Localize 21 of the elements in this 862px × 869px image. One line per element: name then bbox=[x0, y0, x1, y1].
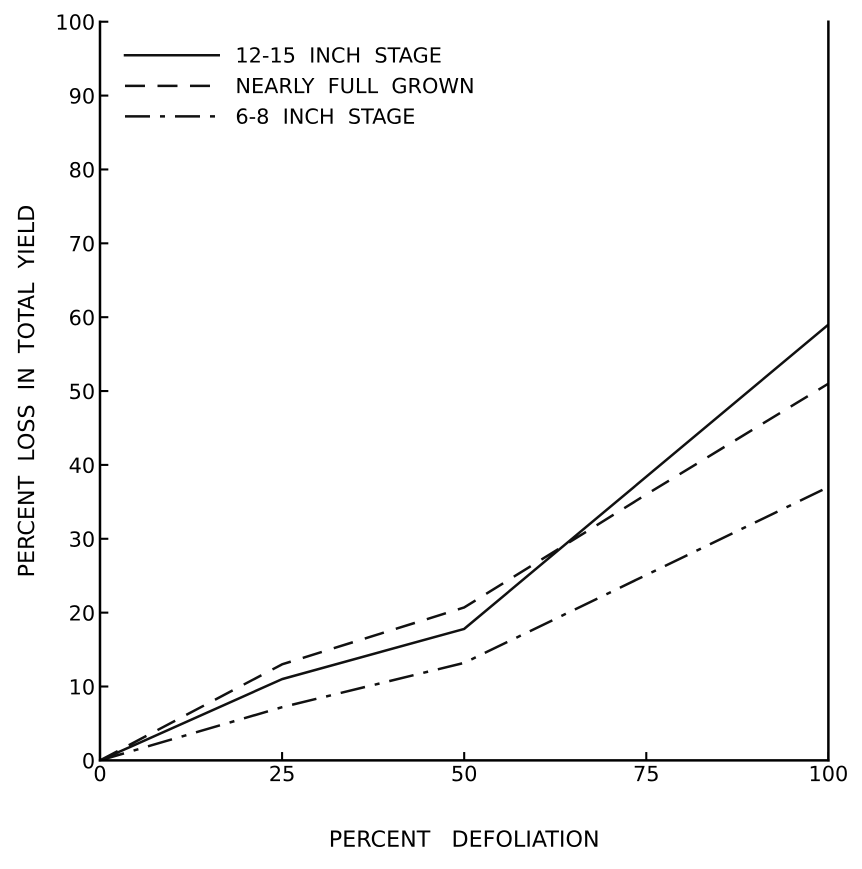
x-tick-label: 0 bbox=[94, 766, 106, 782]
y-tick-label: 0 bbox=[83, 752, 94, 769]
y-tick-label: 90 bbox=[70, 88, 94, 104]
x-tick-label: 25 bbox=[270, 766, 294, 782]
x-tick-label: 50 bbox=[452, 766, 476, 782]
y-tick-label: 40 bbox=[70, 457, 94, 474]
y-tick-label: 10 bbox=[70, 678, 94, 695]
y-tick-label: 20 bbox=[70, 605, 94, 621]
y-tick-label: 30 bbox=[70, 531, 94, 547]
y-tick-label: 70 bbox=[70, 236, 94, 252]
y-tick-label: 50 bbox=[70, 384, 94, 400]
legend-label: NEARLY FULL GROWN bbox=[237, 78, 473, 94]
legend-label: 6-8 INCH STAGE bbox=[236, 108, 414, 124]
y-axis-title: PERCENT LOSS IN TOTAL YIELD bbox=[18, 206, 34, 576]
y-tick-label: 60 bbox=[70, 310, 94, 326]
x-tick-label: 100 bbox=[810, 766, 847, 782]
x-tick-label: 75 bbox=[634, 766, 658, 782]
x-axis-title: PERCENT DEFOLIATION bbox=[330, 830, 598, 848]
legend-label: 12-15 INCH STAGE bbox=[238, 47, 441, 63]
y-tick-label: 80 bbox=[70, 162, 94, 178]
y-tick-label: 100 bbox=[58, 14, 94, 30]
